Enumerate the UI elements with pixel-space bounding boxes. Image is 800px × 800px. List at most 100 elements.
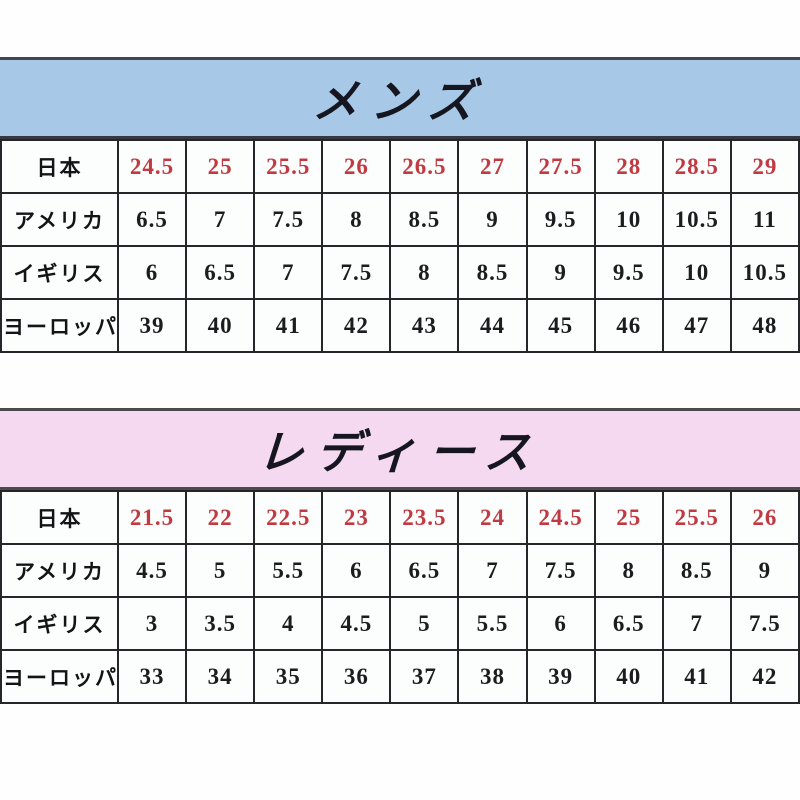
size-cell: 7.5 (321, 245, 392, 300)
size-cell: 6 (321, 543, 392, 598)
size-cell: 6.5 (593, 596, 664, 651)
size-cell: 8 (321, 192, 392, 247)
size-cell: 23 (321, 490, 392, 545)
table-row-mens-america: アメリカ 6.5 7 7.5 8 8.5 9 9.5 10 10.5 11 (0, 192, 800, 247)
size-cell: 37 (389, 649, 460, 704)
size-cell: 42 (729, 649, 800, 704)
size-cell: 39 (525, 649, 596, 704)
row-label: アメリカ (0, 543, 119, 598)
size-cell: 8.5 (389, 192, 460, 247)
size-cell: 10 (593, 192, 664, 247)
size-cell: 9 (457, 192, 528, 247)
size-cell: 4 (253, 596, 324, 651)
size-cell: 42 (321, 298, 392, 353)
section-gap (0, 353, 800, 408)
size-cell: 7 (253, 245, 324, 300)
size-cell: 46 (593, 298, 664, 353)
size-cell: 5.5 (253, 543, 324, 598)
size-cell: 7 (457, 543, 528, 598)
size-cell: 6.5 (185, 245, 256, 300)
size-cell: 27 (457, 139, 528, 194)
size-cell: 7.5 (729, 596, 800, 651)
size-cell: 22.5 (253, 490, 324, 545)
row-label: 日本 (0, 490, 119, 545)
size-cell: 24.5 (525, 490, 596, 545)
size-cell: 28.5 (661, 139, 732, 194)
ladies-size-table: 日本 21.5 22 22.5 23 23.5 24 24.5 25 25.5 … (0, 490, 800, 704)
size-cell: 25 (593, 490, 664, 545)
size-cell: 5 (389, 596, 460, 651)
size-cell: 8.5 (457, 245, 528, 300)
mens-header-band: メンズ (0, 57, 800, 139)
size-cell: 28 (593, 139, 664, 194)
size-cell: 9 (525, 245, 596, 300)
size-cell: 3.5 (185, 596, 256, 651)
size-cell: 41 (253, 298, 324, 353)
size-cell: 26 (729, 490, 800, 545)
size-cell: 36 (321, 649, 392, 704)
size-cell: 7.5 (253, 192, 324, 247)
size-cell: 38 (457, 649, 528, 704)
size-cell: 22 (185, 490, 256, 545)
size-cell: 8 (389, 245, 460, 300)
size-cell: 9.5 (593, 245, 664, 300)
size-cell: 47 (661, 298, 732, 353)
size-cell: 23.5 (389, 490, 460, 545)
size-cell: 48 (729, 298, 800, 353)
ladies-title: レディース (255, 427, 544, 478)
size-cell: 9 (729, 543, 800, 598)
size-cell: 10.5 (729, 245, 800, 300)
row-label: イギリス (0, 596, 119, 651)
size-cell: 45 (525, 298, 596, 353)
mens-title: メンズ (311, 76, 489, 127)
row-label: ヨーロッパ (0, 298, 119, 353)
size-cell: 7.5 (525, 543, 596, 598)
ladies-header-band: レディース (0, 408, 800, 490)
table-row-mens-uk: イギリス 6 6.5 7 7.5 8 8.5 9 9.5 10 10.5 (0, 245, 800, 300)
size-cell: 40 (185, 298, 256, 353)
row-label: ヨーロッパ (0, 649, 119, 704)
size-cell: 6.5 (116, 192, 188, 247)
size-cell: 10.5 (661, 192, 732, 247)
size-cell: 39 (116, 298, 188, 353)
size-cell: 24.5 (116, 139, 188, 194)
size-cell: 33 (116, 649, 188, 704)
size-cell: 6 (525, 596, 596, 651)
size-cell: 5 (185, 543, 256, 598)
size-cell: 11 (729, 192, 800, 247)
size-cell: 8 (593, 543, 664, 598)
size-cell: 43 (389, 298, 460, 353)
table-row-ladies-uk: イギリス 3 3.5 4 4.5 5 5.5 6 6.5 7 7.5 (0, 596, 800, 651)
table-row-mens-japan: 日本 24.5 25 25.5 26 26.5 27 27.5 28 28.5 … (0, 139, 800, 194)
size-cell: 8.5 (661, 543, 732, 598)
table-row-mens-europe: ヨーロッパ 39 40 41 42 43 44 45 46 47 48 (0, 298, 800, 353)
size-cell: 25.5 (253, 139, 324, 194)
size-cell: 21.5 (116, 490, 188, 545)
table-row-ladies-japan: 日本 21.5 22 22.5 23 23.5 24 24.5 25 25.5 … (0, 490, 800, 545)
size-cell: 4.5 (321, 596, 392, 651)
mens-section: メンズ 日本 24.5 25 25.5 26 26.5 27 27.5 28 2… (0, 57, 800, 353)
size-cell: 7 (661, 596, 732, 651)
size-cell: 25.5 (661, 490, 732, 545)
size-cell: 25 (185, 139, 256, 194)
size-cell: 26 (321, 139, 392, 194)
size-cell: 24 (457, 490, 528, 545)
row-label: 日本 (0, 139, 119, 194)
size-cell: 27.5 (525, 139, 596, 194)
ladies-section: レディース 日本 21.5 22 22.5 23 23.5 24 24.5 25 (0, 408, 800, 704)
table-row-ladies-europe: ヨーロッパ 33 34 35 36 37 38 39 40 41 42 (0, 649, 800, 704)
mens-size-table: 日本 24.5 25 25.5 26 26.5 27 27.5 28 28.5 … (0, 139, 800, 353)
size-cell: 10 (661, 245, 732, 300)
top-margin (0, 0, 800, 57)
size-cell: 4.5 (116, 543, 188, 598)
row-label: イギリス (0, 245, 119, 300)
row-label: アメリカ (0, 192, 119, 247)
size-cell: 7 (185, 192, 256, 247)
size-cell: 44 (457, 298, 528, 353)
size-cell: 41 (661, 649, 732, 704)
size-cell: 6 (116, 245, 188, 300)
size-cell: 9.5 (525, 192, 596, 247)
size-cell: 26.5 (389, 139, 460, 194)
size-cell: 40 (593, 649, 664, 704)
